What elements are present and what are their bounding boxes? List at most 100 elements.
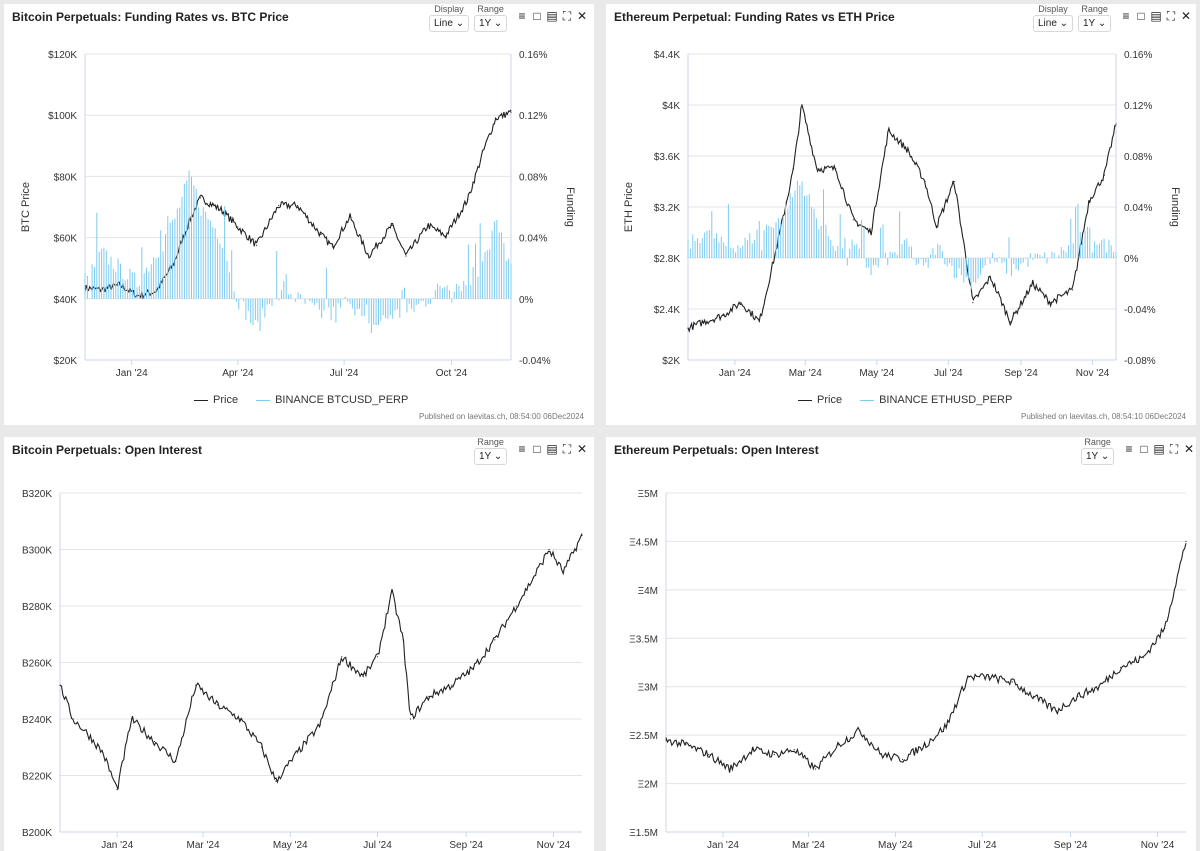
y-tick-label: $2.4K — [654, 305, 680, 316]
bookmark-icon[interactable]: □ — [533, 9, 541, 23]
chart-legend: Price BINANCE ETHUSD_PERP — [798, 394, 1030, 406]
close-icon[interactable]: ✕ — [1183, 442, 1195, 456]
data-point — [341, 656, 343, 658]
range-value: 1Y — [479, 18, 492, 29]
btc-oi-panel: Bitcoin Perpetuals: Open Interest Range … — [4, 437, 594, 851]
display-value: Line — [1038, 18, 1057, 29]
book-icon[interactable]: ▤ — [546, 9, 558, 23]
data-point — [548, 548, 550, 551]
book-icon[interactable]: ▤ — [1153, 442, 1165, 456]
y-tick-label: $40K — [54, 295, 78, 306]
data-point — [153, 741, 155, 743]
bookmark-icon[interactable]: □ — [1140, 442, 1148, 456]
x-tick-label: Jul '24 — [363, 840, 392, 851]
data-point — [752, 749, 754, 751]
data-point — [376, 656, 379, 658]
data-point — [880, 753, 882, 756]
menu-icon[interactable]: ≡ — [1122, 9, 1130, 23]
data-point — [729, 768, 731, 770]
btc-funding-panel: Bitcoin Perpetuals: Funding Rates vs. BT… — [4, 4, 594, 425]
x-tick-label: May '24 — [859, 368, 894, 379]
x-tick-label: Jan '24 — [719, 368, 751, 379]
display-select[interactable]: Display Line ⌄ — [1033, 4, 1074, 32]
data-point — [72, 718, 74, 720]
price-series — [59, 533, 583, 790]
legend-item-price[interactable]: Price — [798, 394, 842, 406]
close-icon[interactable]: ✕ — [576, 442, 588, 456]
y-right-tick-label: -0.04% — [519, 356, 551, 367]
fullscreen-icon[interactable]: ⛶ — [562, 442, 572, 456]
data-point — [740, 302, 742, 304]
menu-icon[interactable]: ≡ — [518, 9, 526, 23]
fullscreen-icon[interactable]: ⛶ — [562, 9, 572, 23]
y-tick-label: $3.2K — [654, 203, 680, 214]
x-tick-label: Nov '24 — [537, 840, 571, 851]
data-point — [483, 148, 485, 150]
legend-label: BINANCE ETHUSD_PERP — [879, 394, 1013, 406]
range-label: Range — [1081, 4, 1108, 14]
data-point — [296, 204, 298, 207]
range-select[interactable]: Range 1Y ⌄ — [1081, 437, 1115, 465]
display-select[interactable]: Display Line ⌄ — [429, 4, 470, 32]
published-note: Published on laevitas.ch, 08:54:10 06Dec… — [1020, 412, 1186, 421]
y-right-tick-label: 0.08% — [1124, 152, 1152, 163]
range-label: Range — [477, 4, 504, 14]
bookmark-icon[interactable]: □ — [533, 442, 541, 456]
y-tick-label: $20K — [54, 356, 78, 367]
data-point — [391, 224, 393, 226]
book-icon[interactable]: ▤ — [1150, 9, 1162, 23]
x-tick-label: Apr '24 — [222, 368, 254, 379]
fullscreen-icon[interactable]: ⛶ — [1166, 9, 1176, 23]
data-point — [1077, 695, 1079, 697]
legend-item-price[interactable]: Price — [194, 394, 238, 406]
data-point — [278, 204, 280, 207]
y-tick-label: B220K — [22, 772, 52, 783]
range-select[interactable]: Range 1Y ⌄ — [1078, 4, 1112, 32]
x-tick-label: May '24 — [273, 840, 308, 851]
y-right-axis-title: Funding — [564, 187, 576, 227]
book-icon[interactable]: ▤ — [546, 442, 558, 456]
legend-item-funding[interactable]: BINANCE BTCUSD_PERP — [256, 394, 408, 406]
chevron-down-icon: ⌄ — [493, 451, 503, 462]
y-tick-label: B280K — [22, 602, 52, 613]
chevron-down-icon: ⌄ — [1100, 451, 1110, 462]
y-tick-label: Ξ5M — [638, 489, 658, 500]
y-tick-label: $3.6K — [654, 152, 680, 163]
close-icon[interactable]: ✕ — [1180, 9, 1192, 23]
eth-oi-panel: Ethereum Perpetuals: Open Interest Range… — [606, 437, 1196, 851]
close-icon[interactable]: ✕ — [576, 9, 588, 23]
data-point — [1011, 681, 1013, 683]
legend-item-funding[interactable]: BINANCE ETHUSD_PERP — [860, 394, 1012, 406]
eth-funding-panel: Ethereum Perpetual: Funding Rates vs ETH… — [606, 4, 1196, 425]
data-point — [835, 168, 837, 170]
price-series — [687, 103, 1117, 333]
menu-icon[interactable]: ≡ — [1125, 442, 1133, 456]
range-select[interactable]: Range 1Y ⌄ — [474, 437, 508, 465]
x-tick-label: Nov '24 — [1076, 368, 1110, 379]
data-point — [1115, 123, 1117, 125]
fullscreen-icon[interactable]: ⛶ — [1169, 442, 1179, 456]
y-tick-label: B200K — [22, 828, 52, 839]
y-right-tick-label: 0.04% — [519, 234, 547, 245]
data-point — [216, 704, 218, 706]
data-point — [275, 780, 277, 782]
bookmark-icon[interactable]: □ — [1137, 9, 1145, 23]
data-point — [467, 198, 469, 200]
y-tick-label: Ξ3M — [638, 683, 658, 694]
range-select[interactable]: Range 1Y ⌄ — [474, 4, 508, 32]
data-point — [428, 695, 430, 697]
data-point — [189, 218, 191, 220]
y-tick-label: Ξ1.5M — [629, 828, 658, 839]
x-tick-label: Jan '24 — [116, 368, 148, 379]
btc-funding-chart: $20K $40K $60K $80K $100K $120K -0.04% 0% 0.04% 0… — [20, 50, 576, 379]
data-point — [494, 639, 496, 641]
data-point — [173, 263, 175, 265]
eth-funding-chart: $2K $2.4K $2.8K $3.2K $3.6K $4K $4.4K -0.08% -0.… — [623, 50, 1181, 379]
data-point — [708, 753, 710, 756]
range-value: 1Y — [1086, 451, 1099, 462]
data-point — [405, 255, 407, 257]
range-label: Range — [477, 437, 504, 447]
data-point — [362, 676, 364, 678]
data-point — [924, 180, 926, 183]
menu-icon[interactable]: ≡ — [518, 442, 526, 456]
